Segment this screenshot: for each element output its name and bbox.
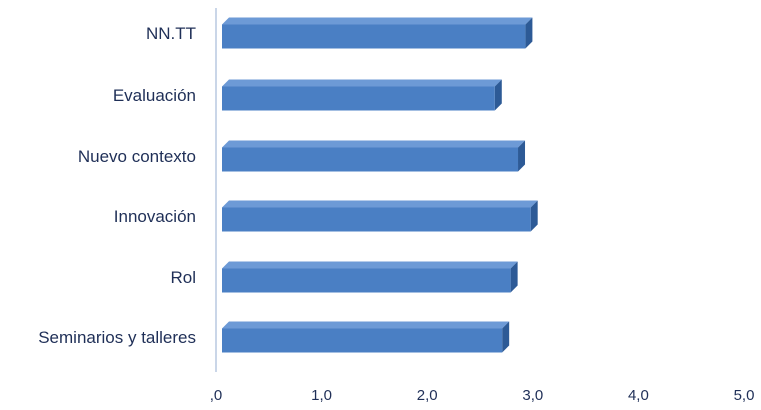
bar-top-face <box>222 140 526 148</box>
bar <box>222 140 526 172</box>
bar-side-face <box>525 17 533 49</box>
bars-group <box>222 17 538 353</box>
bar-top-face <box>222 261 518 269</box>
bar-front-face <box>222 268 511 293</box>
category-labels: NN.TT Evaluación Nuevo contexto Innovación R… <box>38 24 196 347</box>
category-label: Nuevo contexto <box>78 147 196 166</box>
bar-top-face <box>222 200 538 208</box>
bar-top-face <box>222 79 502 87</box>
category-label: Innovación <box>114 207 196 226</box>
bar-front-face <box>222 328 503 353</box>
bar <box>222 200 538 232</box>
bar-top-face <box>222 17 533 25</box>
bar <box>222 17 533 49</box>
x-tick-label: 2,0 <box>417 387 438 404</box>
category-label: Seminarios y talleres <box>38 328 196 347</box>
x-tick-labels: ,0 1,0 2,0 3,0 4,0 5,0 <box>210 387 755 404</box>
bar-side-face <box>494 79 502 111</box>
bar <box>222 261 518 293</box>
category-label: Evaluación <box>113 86 196 105</box>
bar-top-face <box>222 321 510 329</box>
bar-front-face <box>222 24 526 49</box>
bar-side-face <box>530 200 538 232</box>
x-tick-label: ,0 <box>210 387 223 404</box>
x-tick-label: 4,0 <box>628 387 649 404</box>
bar-front-face <box>222 207 531 232</box>
bar <box>222 321 510 353</box>
x-tick-label: 3,0 <box>522 387 543 404</box>
x-tick-label: 1,0 <box>311 387 332 404</box>
bar-side-face <box>502 321 510 353</box>
category-label: Rol <box>170 268 196 287</box>
bar-side-face <box>510 261 518 293</box>
category-label: NN.TT <box>146 24 196 43</box>
x-tick-label: 5,0 <box>734 387 755 404</box>
bar <box>222 79 502 111</box>
bar-front-face <box>222 86 495 111</box>
bar-front-face <box>222 147 519 172</box>
bar-side-face <box>518 140 526 172</box>
